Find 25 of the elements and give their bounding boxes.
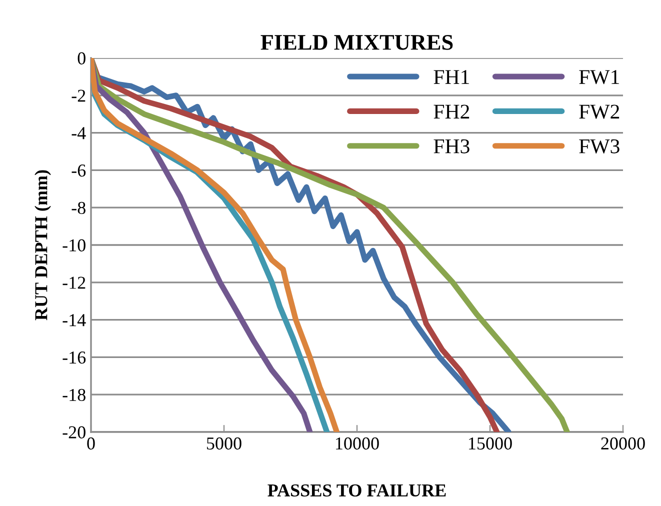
y-tick-label: 0 xyxy=(78,52,86,64)
y-tick-label: -10 xyxy=(62,239,86,252)
x-tick-label: 15000 xyxy=(469,437,512,450)
y-tick-label: -8 xyxy=(72,202,86,214)
x-tick-label: 0 xyxy=(87,437,95,450)
y-tick-label: -2 xyxy=(72,90,86,102)
y-axis-title: RUT DEPTH (mm) xyxy=(34,170,51,320)
legend-label: FH3 xyxy=(434,139,470,154)
x-tick-label: 10000 xyxy=(336,437,379,450)
legend-label: FW3 xyxy=(579,139,620,154)
legend-label: FH2 xyxy=(434,104,470,118)
x-axis-title: PASSES TO FAILURE xyxy=(268,484,446,496)
x-tick-label: 5000 xyxy=(206,437,242,450)
y-tick-label: -18 xyxy=(62,388,86,402)
legend-label: FH1 xyxy=(434,70,469,84)
x-tick-label: 20000 xyxy=(601,437,645,450)
legend-label: FW2 xyxy=(579,104,620,119)
y-tick-label: -14 xyxy=(62,314,86,326)
y-tick-label: -16 xyxy=(62,352,86,364)
y-tick-label: -12 xyxy=(62,276,86,289)
chart-title: FIELD MIXTURES xyxy=(260,34,453,50)
legend-label: FW1 xyxy=(579,70,619,84)
y-tick-label: -6 xyxy=(72,164,86,177)
y-tick-label: -20 xyxy=(62,426,86,438)
y-tick-label: -4 xyxy=(72,127,86,140)
